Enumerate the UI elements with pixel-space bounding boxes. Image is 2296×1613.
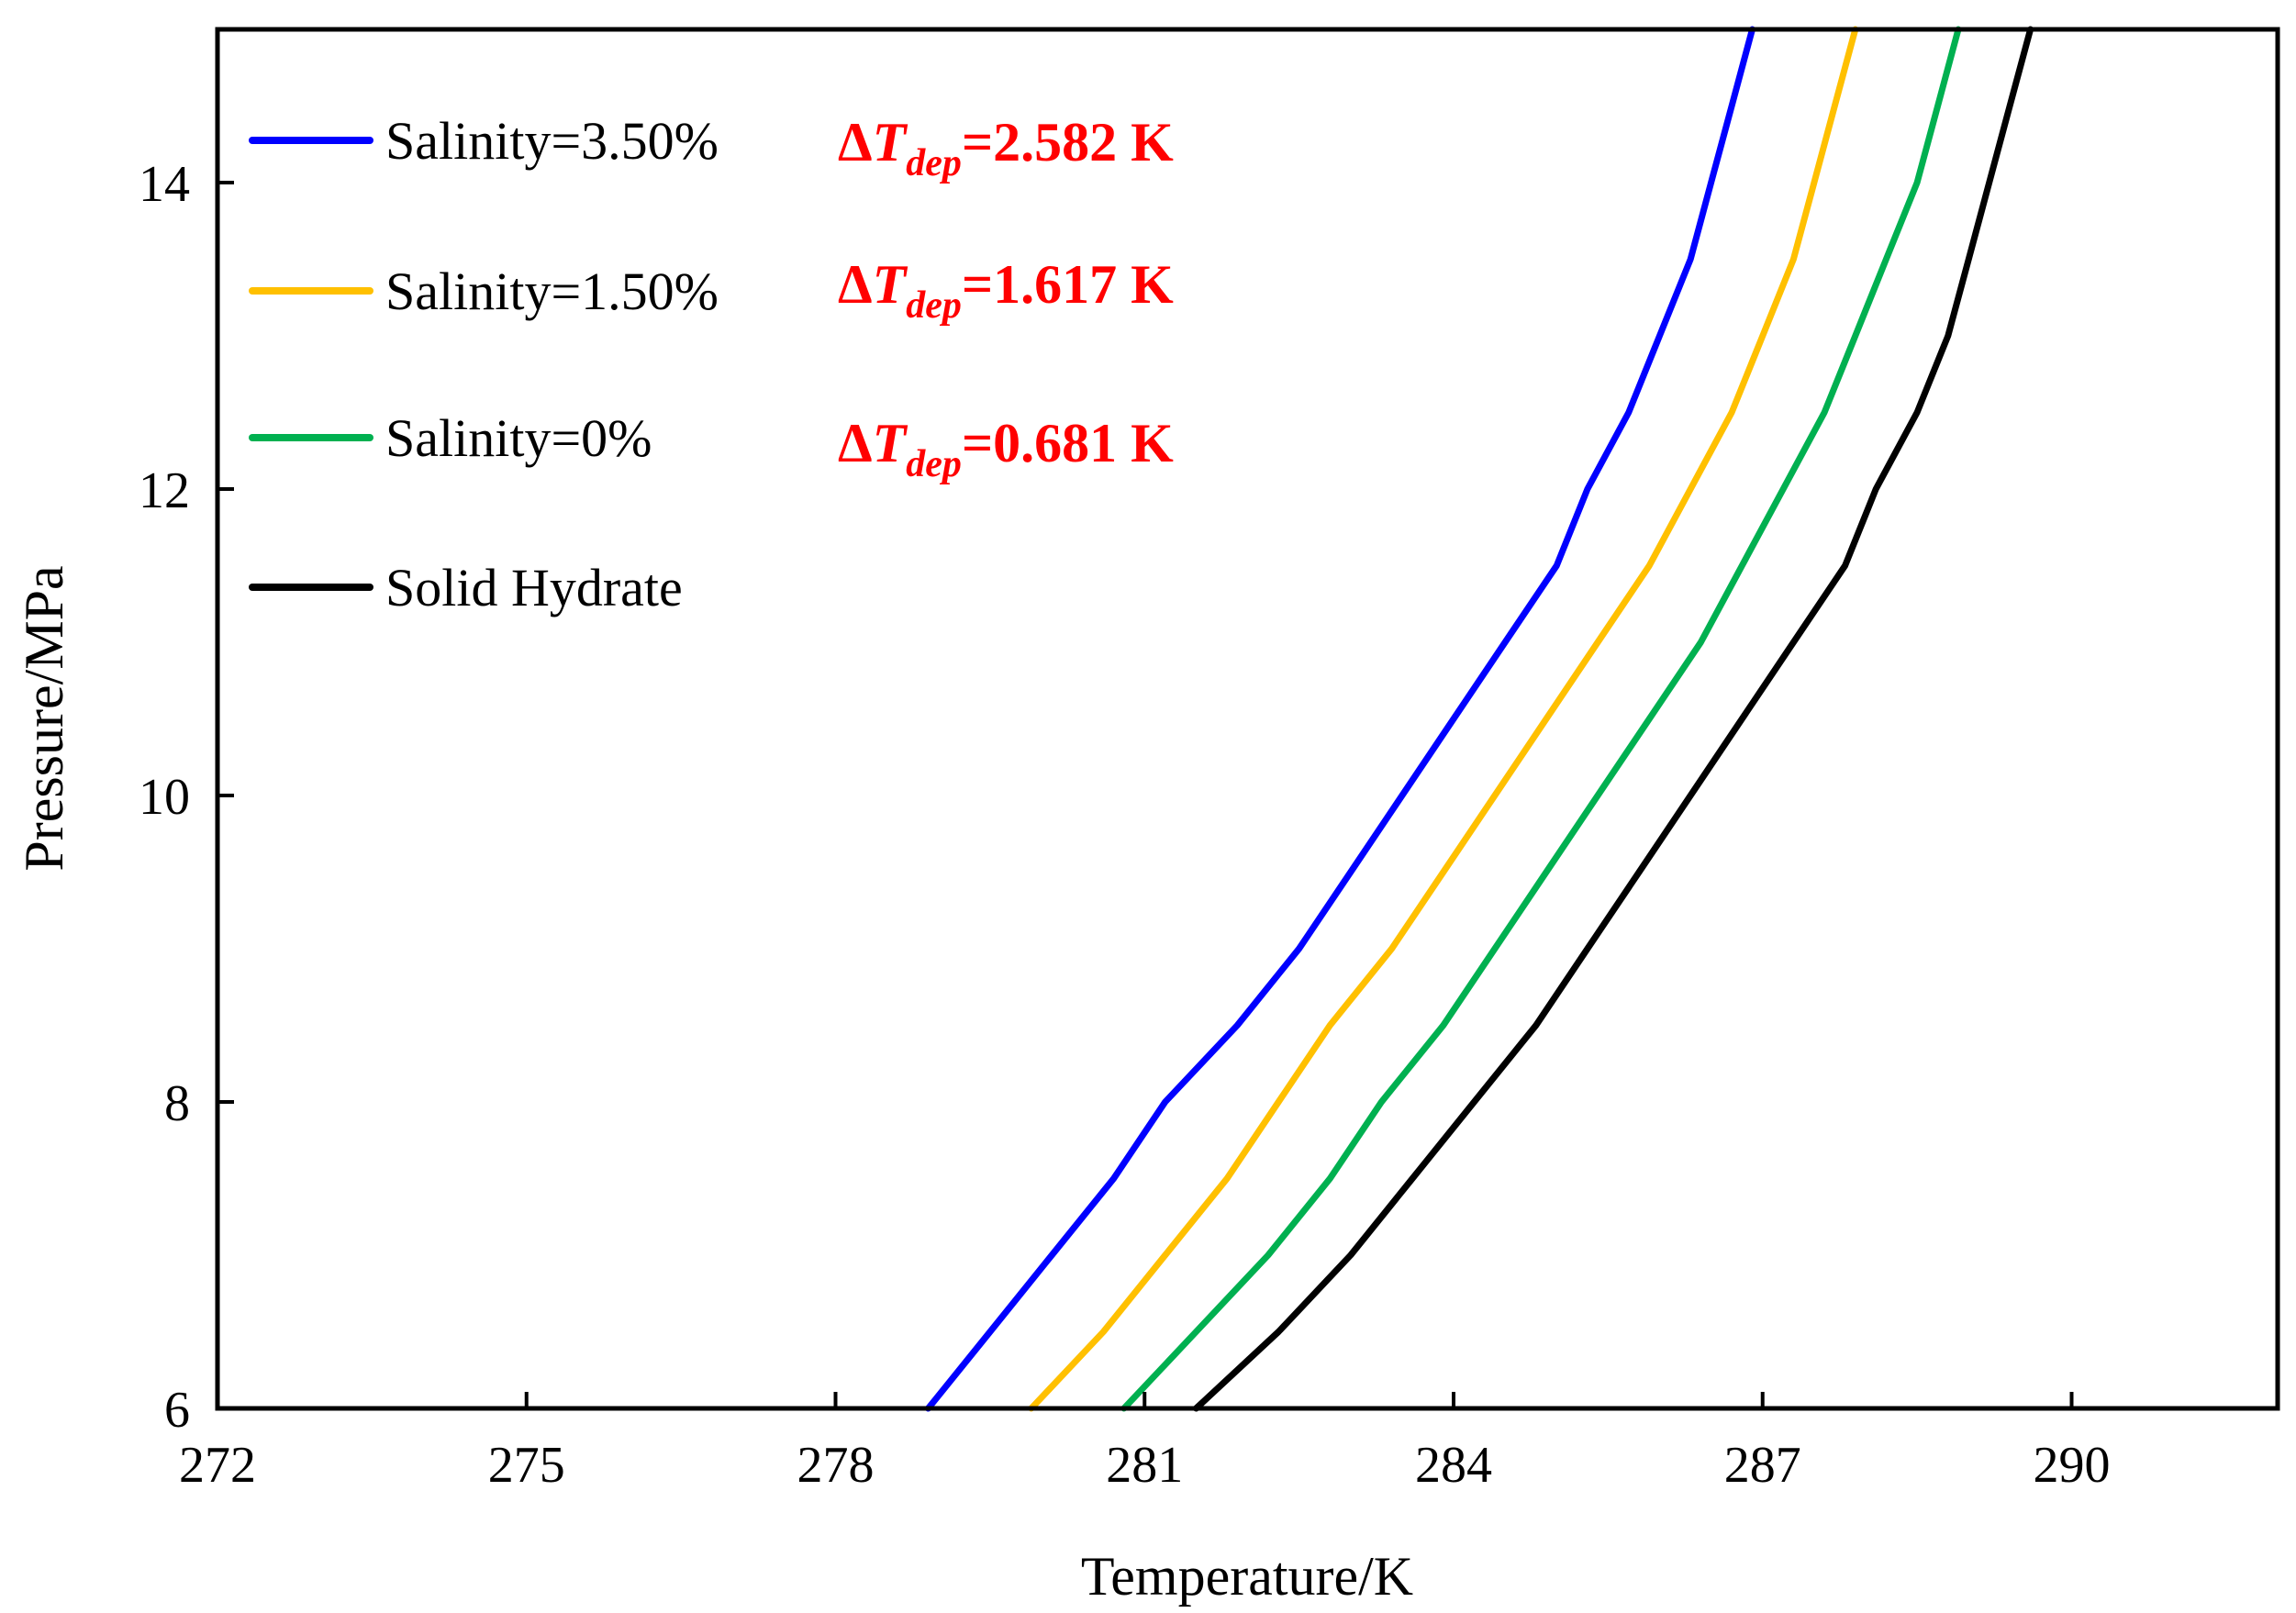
series-line-2	[1120, 26, 1962, 1412]
y-tick-label: 8	[164, 1075, 190, 1132]
annotation-delta-t-dep-2: ΔTdep=0.681 K	[838, 413, 1174, 485]
series-line-3	[1192, 26, 2034, 1412]
annotation-value: =2.582 K	[962, 112, 1174, 172]
x-tick-label: 284	[1415, 1437, 1492, 1494]
annotation-var: T	[873, 254, 908, 315]
plot-frame	[215, 27, 2280, 1411]
series-line-0	[925, 26, 1755, 1412]
legend-label-2: Salinity=0%	[385, 408, 652, 468]
legend: Salinity=3.50% Salinity=1.50% Salinity=0% S…	[249, 111, 719, 617]
legend-label-1: Salinity=1.50%	[385, 261, 719, 321]
x-axis: 272 275 278 281 284 287 290	[179, 1392, 2111, 1494]
annotation-var: T	[873, 112, 908, 172]
annotation-subscript: dep	[906, 443, 962, 485]
annotation-delta-t-dep-0: ΔTdep=2.582 K	[838, 112, 1174, 184]
y-axis: 6 8 10 12 14	[139, 156, 234, 1439]
x-axis-title: Temperature/K	[1081, 1546, 1413, 1607]
legend-label-0: Salinity=3.50%	[385, 111, 719, 171]
annotation-value: =1.617 K	[962, 254, 1174, 315]
annotation-delta: Δ	[838, 413, 873, 473]
annotation-delta: Δ	[838, 112, 873, 172]
series-line-1	[1028, 26, 1859, 1412]
y-tick-label: 12	[139, 462, 190, 519]
annotation-delta: Δ	[838, 254, 873, 315]
annotation-delta-t-dep-1: ΔTdep=1.617 K	[838, 254, 1174, 327]
x-tick-label: 281	[1106, 1437, 1183, 1494]
x-tick-label: 272	[179, 1437, 256, 1494]
x-tick-label: 290	[2034, 1437, 2111, 1494]
y-tick-label: 14	[139, 156, 190, 213]
annotation-value: =0.681 K	[962, 413, 1174, 473]
y-axis-title: Pressure/MPa	[14, 565, 74, 871]
annotation-var: T	[873, 413, 908, 473]
annotation-subscript: dep	[906, 284, 962, 327]
y-tick-label: 10	[139, 769, 190, 826]
annotation-subscript: dep	[906, 142, 962, 184]
series-layer	[925, 26, 2034, 1412]
x-tick-label: 278	[797, 1437, 875, 1494]
legend-label-3: Solid Hydrate	[385, 558, 683, 617]
y-tick-label: 6	[164, 1382, 190, 1439]
x-tick-label: 275	[488, 1437, 565, 1494]
x-tick-label: 287	[1724, 1437, 1801, 1494]
